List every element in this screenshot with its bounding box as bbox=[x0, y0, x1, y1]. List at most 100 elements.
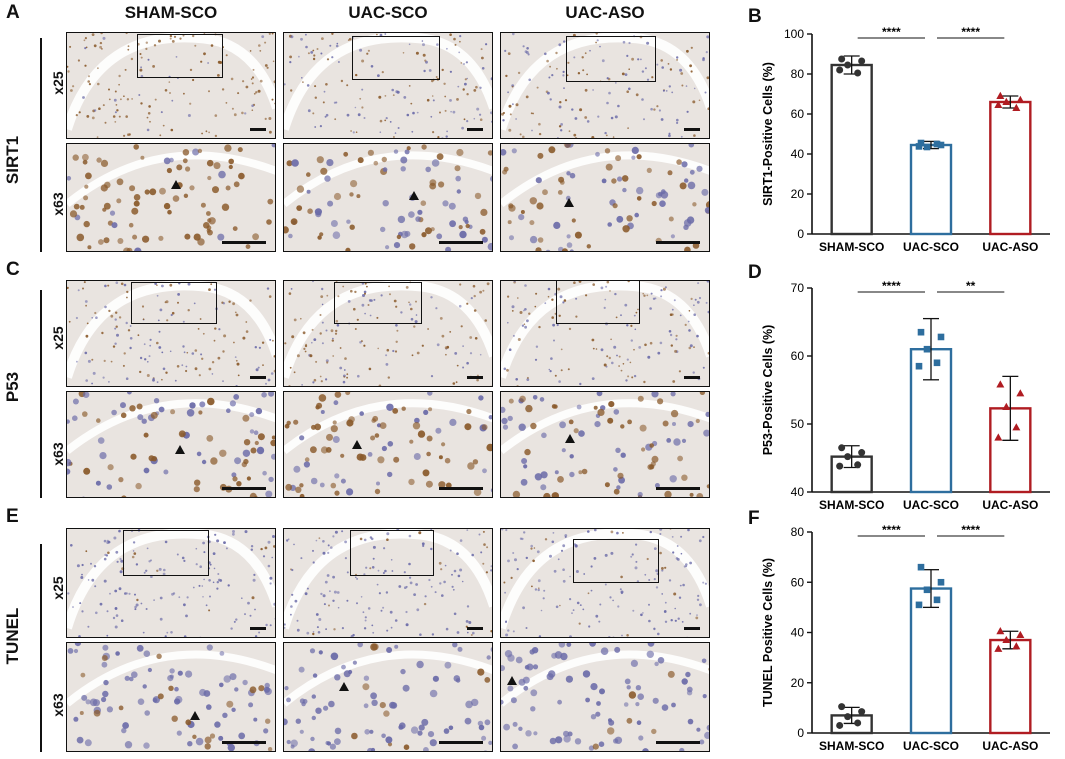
data-point bbox=[836, 66, 844, 74]
data-point bbox=[923, 143, 931, 151]
data-point bbox=[1012, 642, 1021, 650]
data-point bbox=[923, 586, 931, 594]
x-tick-label: SHAM-SCO bbox=[819, 739, 884, 753]
scale-bar bbox=[439, 741, 483, 744]
micrograph-tunel-x63-sham-sco bbox=[66, 642, 276, 752]
x-tick-label: UAC-ASO bbox=[982, 240, 1038, 254]
scale-bar bbox=[222, 487, 266, 490]
data-point bbox=[933, 596, 941, 604]
data-point bbox=[933, 140, 941, 148]
scale-bar bbox=[684, 376, 700, 379]
zoom-region-box bbox=[350, 530, 434, 576]
data-point bbox=[1002, 97, 1011, 105]
y-tick-label: 20 bbox=[791, 676, 805, 690]
significance-label: **** bbox=[882, 279, 901, 293]
data-point bbox=[996, 91, 1005, 99]
scale-bar bbox=[439, 241, 483, 244]
data-point bbox=[844, 61, 852, 69]
data-point bbox=[838, 444, 846, 452]
micrograph-sirt1-x63-sham-sco bbox=[66, 143, 276, 252]
data-point bbox=[1002, 635, 1011, 644]
data-point bbox=[996, 627, 1005, 635]
y-axis-title: TUNEL Positive Cells (%) bbox=[761, 558, 775, 707]
panel-letter-f: F bbox=[748, 508, 760, 529]
significance-label: **** bbox=[961, 25, 980, 39]
scale-bar bbox=[656, 741, 700, 744]
data-point bbox=[836, 721, 844, 729]
mag-label-sirt1-x63: x63 bbox=[50, 192, 66, 216]
arrowhead-marker-icon bbox=[409, 191, 419, 200]
data-point bbox=[937, 141, 945, 149]
x-tick-label: UAC-ASO bbox=[982, 498, 1038, 512]
data-point bbox=[917, 328, 925, 336]
y-tick-label: 80 bbox=[791, 525, 805, 539]
scale-bar bbox=[467, 627, 483, 630]
zoom-region-box bbox=[137, 34, 223, 78]
row-label-p53: P53 bbox=[3, 371, 22, 403]
data-point bbox=[1016, 389, 1025, 397]
scale-bar bbox=[656, 241, 700, 244]
micrograph-p53-x25-uac-sco bbox=[283, 280, 493, 387]
data-point bbox=[994, 100, 1003, 108]
zoom-region-box bbox=[131, 282, 217, 324]
row-bracket-p53 bbox=[40, 290, 42, 498]
scale-bar bbox=[250, 627, 266, 630]
column-header-sham-sco: SHAM-SCO bbox=[124, 3, 218, 22]
significance-label: ** bbox=[966, 279, 976, 293]
micrograph-sirt1-x25-sham-sco bbox=[66, 32, 276, 139]
data-point bbox=[994, 644, 1003, 652]
zoom-region-box bbox=[123, 530, 209, 576]
bar-uac-sco bbox=[909, 587, 953, 735]
mag-label-sirt1-x25: x25 bbox=[50, 71, 66, 95]
data-point bbox=[836, 462, 844, 470]
micrograph-tunel-x63-uac-aso bbox=[500, 642, 710, 752]
data-point bbox=[1002, 402, 1011, 410]
data-point bbox=[996, 380, 1005, 388]
scale-bar bbox=[222, 241, 266, 244]
bar-uac-aso bbox=[989, 638, 1032, 735]
scale-bar bbox=[684, 128, 700, 131]
zoom-region-box bbox=[334, 282, 422, 324]
y-tick-label: 0 bbox=[797, 227, 804, 241]
micrograph-tunel-x25-sham-sco bbox=[66, 528, 276, 638]
row-label-tunel: TUNEL bbox=[3, 607, 22, 665]
data-point bbox=[858, 449, 866, 457]
chart-p53-positive-cells: 40 50 60 70 P53-Positive Cells (%) SHAM-SCO UA… bbox=[761, 279, 1050, 512]
panel-letter-b: B bbox=[748, 6, 762, 27]
chart-tunel-positive-cells: 0 20 40 60 80 TUNEL Positive Cells (%) SHAM-SC… bbox=[761, 523, 1050, 753]
scale-bar bbox=[250, 128, 266, 131]
row-bracket-tunel bbox=[40, 544, 42, 752]
x-tick-label: SHAM-SCO bbox=[819, 498, 884, 512]
arrowhead-marker-icon bbox=[339, 682, 349, 691]
data-point bbox=[858, 57, 866, 65]
row-label-sirt1: SIRT1 bbox=[3, 135, 22, 185]
micrograph-sirt1-x63-uac-aso bbox=[500, 143, 710, 252]
micrograph-tunel-x25-uac-aso bbox=[500, 528, 710, 638]
panel-letter-a: A bbox=[6, 2, 20, 23]
data-point bbox=[937, 333, 945, 341]
arrowhead-marker-icon bbox=[171, 180, 181, 189]
y-axis-title: SIRT1-Positive Cells (%) bbox=[761, 62, 775, 206]
arrowhead-marker-icon bbox=[175, 445, 185, 454]
scale-bar bbox=[684, 627, 700, 630]
arrowhead-marker-icon bbox=[507, 676, 517, 685]
significance-label: **** bbox=[882, 25, 901, 39]
mag-label-p53-x63: x63 bbox=[50, 442, 66, 466]
micrograph-p53-x63-uac-sco bbox=[283, 391, 493, 498]
y-tick-label: 40 bbox=[791, 485, 805, 499]
column-header-uac-aso: UAC-ASO bbox=[565, 3, 645, 22]
data-point bbox=[854, 461, 862, 469]
data-point bbox=[1012, 103, 1021, 111]
data-point bbox=[915, 601, 923, 609]
scale-bar bbox=[439, 487, 483, 490]
data-point bbox=[915, 362, 923, 370]
scale-bar bbox=[656, 487, 700, 490]
y-tick-label: 50 bbox=[791, 417, 805, 431]
scale-bar bbox=[467, 376, 483, 379]
arrowhead-marker-icon bbox=[564, 198, 574, 207]
data-point bbox=[1012, 423, 1021, 431]
panel-letter-e: E bbox=[6, 506, 19, 527]
micrograph-p53-x25-sham-sco bbox=[66, 280, 276, 387]
data-point bbox=[917, 563, 925, 571]
scale-bar bbox=[250, 376, 266, 379]
